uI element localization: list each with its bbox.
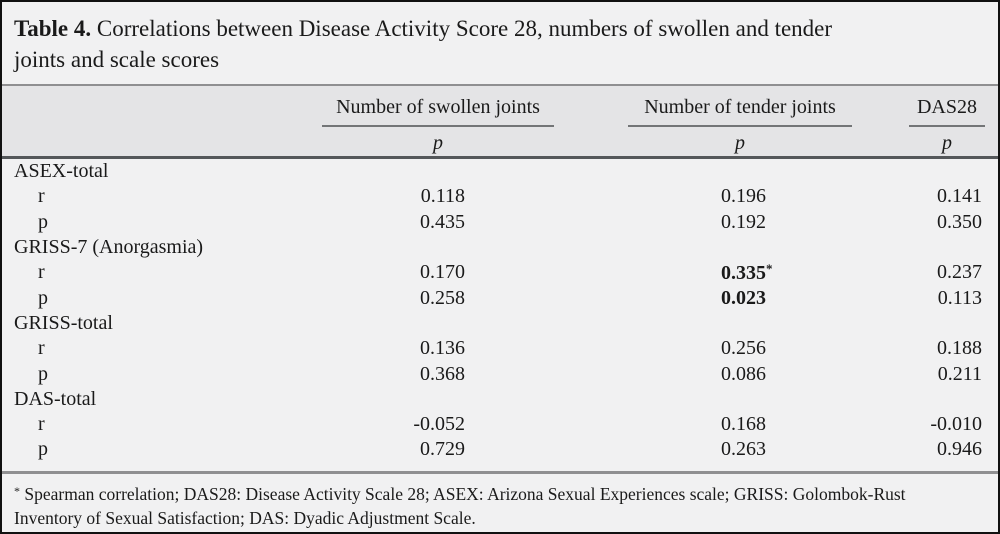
row-label-r: r xyxy=(38,413,45,436)
table-row-group-asex: ASEX-total xyxy=(2,159,998,184)
table-title: Table 4. Correlations between Disease Ac… xyxy=(2,2,884,84)
cell-value: 0.141 xyxy=(937,185,982,208)
cell-value: 0.118 xyxy=(420,185,465,208)
row-label-r: r xyxy=(38,185,45,208)
cell-value: 0.258 xyxy=(420,286,465,309)
table-row: r 0.118 0.196 0.141 xyxy=(2,184,998,209)
footnote-divider xyxy=(2,470,998,474)
column-header-das28: DAS28 p xyxy=(909,96,985,154)
cell-value: -0.052 xyxy=(413,413,465,436)
table-row-group-das-total: DAS-total xyxy=(2,387,998,412)
cell-value: 0.188 xyxy=(937,337,982,360)
cell-value: 0.729 xyxy=(420,438,465,461)
footnote-text: Spearman correlation; DAS28: Disease Act… xyxy=(14,483,906,528)
table-number: Table 4. xyxy=(14,16,92,41)
cell-value-significant: 0.335* xyxy=(721,260,773,284)
cell-value: 0.435 xyxy=(420,210,465,233)
cell-value: 0.263 xyxy=(721,438,766,461)
column-sublabel-p: p xyxy=(433,132,443,154)
cell-value: 0.946 xyxy=(937,438,982,461)
column-label: DAS28 xyxy=(909,96,985,127)
cell-value: 0.350 xyxy=(937,210,982,233)
cell-value: 0.368 xyxy=(420,362,465,385)
group-label: GRISS-total xyxy=(14,311,113,334)
table-row: r 0.136 0.256 0.188 xyxy=(2,336,998,361)
table-footnote: * Spearman correlation; DAS28: Disease A… xyxy=(2,474,944,530)
row-label-p: p xyxy=(38,286,48,309)
table-row: p 0.258 0.023 0.113 xyxy=(2,285,998,310)
cell-value: -0.010 xyxy=(930,413,982,436)
cell-value: 0.237 xyxy=(937,261,982,284)
column-sublabel-p: p xyxy=(735,132,745,154)
title-divider xyxy=(2,84,998,86)
cell-value-significant: 0.023 xyxy=(721,286,766,309)
column-header-band: Number of swollen joints p Number of ten… xyxy=(2,86,998,159)
footnote-asterisk: * xyxy=(14,483,20,498)
table-caption: Correlations between Disease Activity Sc… xyxy=(14,16,833,72)
table-row: p 0.435 0.192 0.350 xyxy=(2,210,998,235)
column-label: Number of swollen joints xyxy=(322,96,554,127)
row-label-p: p xyxy=(38,210,48,233)
cell-value: 0.196 xyxy=(721,185,766,208)
group-label: GRISS-7 (Anorgasmia) xyxy=(14,236,204,259)
table-row: p 0.729 0.263 0.946 xyxy=(2,437,998,462)
table-row: r 0.170 0.335* 0.237 xyxy=(2,260,998,285)
cell-value: 0.192 xyxy=(721,210,766,233)
column-header-swollen: Number of swollen joints p xyxy=(322,96,554,154)
cell-value: 0.335 xyxy=(721,261,766,284)
cell-value: 0.256 xyxy=(721,337,766,360)
cell-value: 0.086 xyxy=(721,362,766,385)
row-label-r: r xyxy=(38,337,45,360)
column-label: Number of tender joints xyxy=(628,96,852,127)
cell-value: 0.113 xyxy=(937,286,982,309)
column-sublabel-p: p xyxy=(942,132,952,154)
correlation-table-body: ASEX-total r 0.118 0.196 0.141 p 0.435 0… xyxy=(2,159,998,463)
table-row-group-griss7: GRISS-7 (Anorgasmia) xyxy=(2,235,998,260)
column-header-tender: Number of tender joints p xyxy=(628,96,852,154)
cell-value: 0.136 xyxy=(420,337,465,360)
table-row-group-griss-total: GRISS-total xyxy=(2,311,998,336)
cell-value: 0.168 xyxy=(721,413,766,436)
row-label-p: p xyxy=(38,362,48,385)
table-row: p 0.368 0.086 0.211 xyxy=(2,361,998,386)
group-label: ASEX-total xyxy=(14,160,109,183)
cell-value: 0.170 xyxy=(420,261,465,284)
cell-value: 0.211 xyxy=(937,362,982,385)
table-row: r -0.052 0.168 -0.010 xyxy=(2,412,998,437)
group-label: DAS-total xyxy=(14,387,97,410)
row-label-p: p xyxy=(38,438,48,461)
row-label-r: r xyxy=(38,261,45,284)
